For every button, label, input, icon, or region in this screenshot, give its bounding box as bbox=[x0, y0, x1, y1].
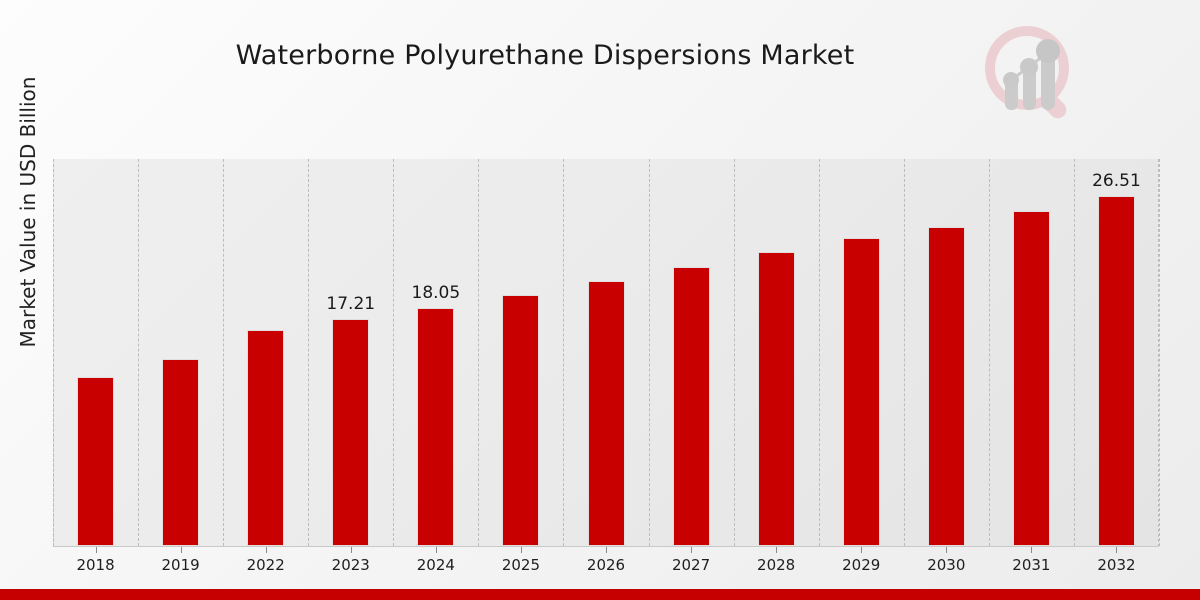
x-axis-baseline bbox=[53, 546, 1159, 547]
trend-dots-icon bbox=[1003, 39, 1060, 88]
tick-mark-2022 bbox=[265, 547, 267, 553]
bar-value-label-2023: 17.21 bbox=[326, 293, 376, 314]
gridline bbox=[223, 159, 225, 546]
tick-mark-2032 bbox=[1116, 547, 1118, 553]
bar-2028[interactable] bbox=[757, 252, 795, 546]
x-tick-label-2031: 2031 bbox=[1012, 556, 1051, 574]
y-axis-title: Market Value in USD Billion bbox=[16, 76, 40, 348]
bar-2027[interactable] bbox=[672, 267, 710, 546]
gridline bbox=[733, 159, 735, 546]
gridline bbox=[478, 159, 480, 546]
tick-mark-2025 bbox=[520, 547, 522, 553]
tick-mark-2018 bbox=[95, 547, 97, 553]
x-tick-label-2024: 2024 bbox=[416, 556, 455, 574]
x-tick-label-2029: 2029 bbox=[842, 556, 881, 574]
bar-2030[interactable] bbox=[927, 227, 965, 546]
bar-value-label-2032: 26.51 bbox=[1092, 170, 1141, 191]
x-tick-label-2019: 2019 bbox=[161, 556, 200, 574]
footer-band bbox=[0, 589, 1200, 600]
tick-mark-2030 bbox=[946, 547, 948, 553]
bar-2019[interactable] bbox=[162, 358, 200, 546]
x-tick-label-2022: 2022 bbox=[246, 556, 285, 574]
tick-mark-2019 bbox=[180, 547, 182, 553]
gridline bbox=[1073, 159, 1075, 546]
gridline bbox=[988, 159, 990, 546]
tick-mark-2029 bbox=[861, 547, 863, 553]
gridline bbox=[308, 159, 310, 546]
gridline bbox=[903, 159, 905, 546]
bar-2026[interactable] bbox=[587, 281, 625, 546]
x-tick-label-2028: 2028 bbox=[757, 556, 796, 574]
market-research-magnifier-logo bbox=[978, 22, 1086, 126]
bar-2025[interactable] bbox=[502, 295, 540, 546]
gridline bbox=[648, 159, 650, 546]
logo-svg bbox=[985, 26, 1069, 119]
bar-2024[interactable] bbox=[417, 307, 455, 546]
x-tick-label-2023: 2023 bbox=[331, 556, 370, 574]
tick-mark-2031 bbox=[1031, 547, 1033, 553]
bar-2022[interactable] bbox=[247, 330, 285, 546]
x-tick-label-2030: 2030 bbox=[927, 556, 966, 574]
bar-chart-icon bbox=[1005, 54, 1055, 110]
bar-2032[interactable] bbox=[1097, 195, 1135, 546]
bar-2023[interactable] bbox=[332, 318, 370, 546]
gridline bbox=[138, 159, 140, 546]
x-tick-label-2032: 2032 bbox=[1097, 556, 1136, 574]
gridline bbox=[53, 159, 54, 546]
tick-mark-2023 bbox=[350, 547, 352, 553]
gridline bbox=[393, 159, 395, 546]
tick-mark-2028 bbox=[776, 547, 778, 553]
bar-value-label-2024: 18.05 bbox=[411, 282, 461, 303]
x-tick-label-2018: 2018 bbox=[76, 556, 115, 574]
tick-mark-2026 bbox=[606, 547, 607, 553]
gridline bbox=[818, 159, 820, 546]
bar-2031[interactable] bbox=[1012, 211, 1050, 546]
bar-2018[interactable] bbox=[77, 376, 115, 546]
gridline bbox=[563, 159, 565, 546]
x-tick-label-2025: 2025 bbox=[501, 556, 541, 574]
bar-2029[interactable] bbox=[842, 238, 880, 546]
page-title: Waterborne Polyurethane Dispersions Mark… bbox=[235, 40, 855, 71]
tick-mark-2027 bbox=[691, 547, 693, 553]
x-tick-label-2027: 2027 bbox=[671, 556, 711, 574]
tick-mark-2024 bbox=[435, 547, 437, 553]
gridline bbox=[1159, 159, 1160, 546]
x-tick-label-2026: 2026 bbox=[586, 556, 626, 574]
